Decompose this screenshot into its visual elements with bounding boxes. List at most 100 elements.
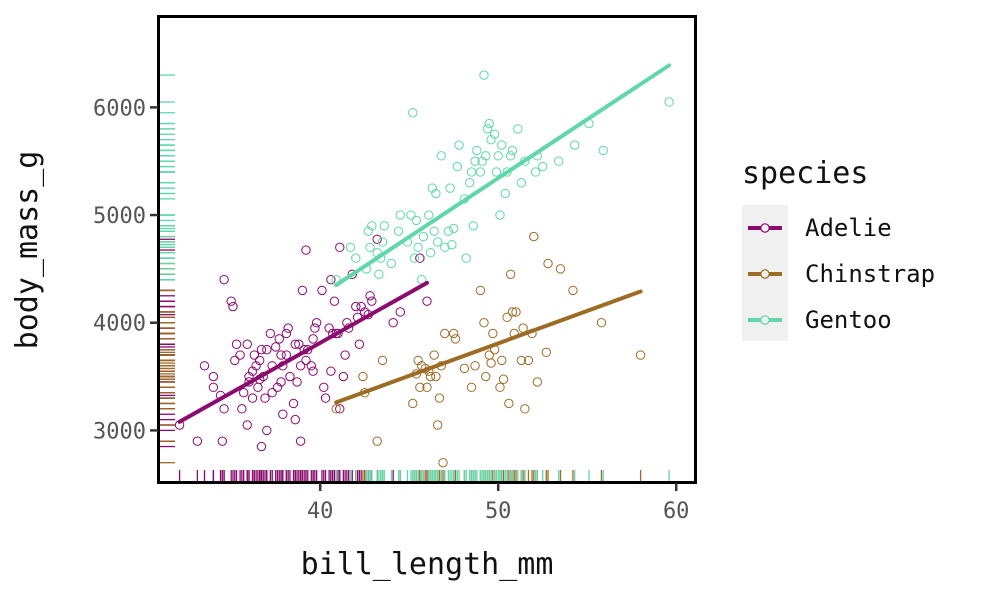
data-point: [294, 339, 304, 349]
data-point: [449, 223, 459, 234]
data-point: [351, 253, 361, 263]
data-point: [434, 393, 445, 403]
data-point: [219, 404, 229, 414]
data-point: [363, 226, 373, 236]
data-point: [452, 161, 462, 172]
data-point: [354, 339, 365, 349]
data-point: [406, 210, 416, 220]
data-point: [374, 269, 384, 279]
data-point: [543, 258, 553, 269]
data-point: [418, 231, 429, 242]
data-point: [379, 221, 389, 231]
plot-layer: [160, 63, 674, 481]
data-point: [454, 140, 464, 150]
data-point: [596, 318, 607, 328]
data-point: [489, 129, 500, 139]
data-point: [276, 350, 286, 360]
data-point: [570, 140, 580, 150]
data-point: [422, 382, 432, 393]
data-point: [479, 70, 489, 80]
data-point: [408, 108, 418, 118]
data-point: [450, 334, 461, 344]
data-point: [466, 382, 477, 393]
data-point: [372, 234, 382, 244]
data-point: [479, 318, 489, 328]
data-point: [288, 398, 299, 409]
legend-point-swatch: [760, 315, 770, 325]
data-point: [292, 377, 302, 387]
points-adelie: [174, 234, 432, 452]
legend-title: species: [742, 156, 868, 191]
data-point: [393, 226, 404, 236]
data-point: [281, 328, 292, 339]
points-gentoo: [331, 70, 674, 285]
data-point: [447, 239, 457, 250]
data-point: [235, 350, 245, 360]
data-point: [242, 339, 252, 349]
data-point: [477, 156, 487, 166]
data-point: [262, 425, 272, 436]
data-point: [495, 210, 505, 220]
data-point: [395, 307, 405, 317]
data-point: [502, 167, 512, 177]
data-point: [395, 210, 405, 220]
data-point: [365, 291, 375, 301]
legend-item-chinstrap: Chinstrap: [748, 260, 935, 288]
data-point: [505, 151, 516, 161]
data-point: [432, 420, 443, 430]
data-point: [505, 269, 516, 279]
data-point: [272, 382, 283, 393]
legend-item-adelie: Adelie: [748, 214, 892, 242]
data-point: [290, 414, 300, 425]
data-point: [351, 301, 361, 312]
data-point: [516, 178, 527, 188]
data-point: [431, 188, 441, 199]
data-point: [271, 342, 281, 352]
data-point: [538, 161, 548, 172]
data-point: [238, 388, 249, 398]
data-point: [356, 301, 366, 312]
data-point: [468, 221, 478, 231]
data-point: [495, 382, 505, 393]
legend: species Adelie Chinstrap Gentoo: [742, 156, 935, 341]
data-point: [568, 285, 578, 296]
axis-layer: 40 50 60 3000 4000 5000 6000: [93, 96, 689, 524]
data-point: [502, 312, 512, 323]
data-point: [493, 151, 503, 161]
data-point: [486, 134, 496, 145]
data-point: [470, 156, 480, 166]
fit-line-adelie: [177, 280, 429, 424]
data-point: [507, 145, 518, 156]
data-point: [484, 118, 494, 129]
data-point: [283, 323, 293, 333]
data-point: [472, 145, 482, 156]
data-point: [532, 377, 543, 387]
legend-point-swatch: [760, 223, 770, 233]
data-point: [308, 366, 318, 376]
data-point: [290, 339, 300, 349]
legend-item-gentoo: Gentoo: [748, 306, 892, 334]
data-point: [329, 296, 340, 306]
data-point: [445, 183, 455, 193]
data-point: [301, 355, 311, 366]
data-point: [265, 328, 276, 339]
data-point: [208, 382, 219, 393]
data-point: [281, 350, 292, 360]
data-point: [475, 285, 486, 296]
data-point: [306, 361, 316, 371]
data-point: [345, 242, 356, 253]
points-chinstrap: [331, 231, 646, 468]
data-point: [386, 258, 397, 269]
data-point: [192, 436, 203, 446]
data-point: [367, 221, 377, 231]
data-point: [319, 382, 329, 393]
data-point: [497, 140, 507, 150]
data-point: [498, 374, 509, 384]
data-point: [481, 371, 491, 382]
data-point: [470, 361, 480, 371]
data-point: [295, 436, 306, 446]
data-point: [324, 323, 334, 333]
legend-items: Adelie Chinstrap Gentoo: [748, 214, 935, 334]
data-point: [461, 253, 471, 263]
data-point: [256, 344, 267, 355]
